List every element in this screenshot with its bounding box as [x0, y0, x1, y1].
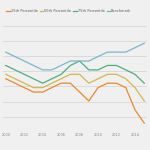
25th Percentile: [42, 91, 44, 93]
Line: 75th Percentile: 75th Percentile: [6, 61, 144, 83]
25th Percentile: [60, 82, 62, 84]
50th Percentile: [134, 87, 136, 88]
25th Percentile: [79, 91, 81, 93]
25th Percentile: [106, 82, 108, 84]
Benchmark: [14, 56, 16, 57]
75th Percentile: [97, 69, 99, 71]
Benchmark: [79, 60, 81, 62]
25th Percentile: [23, 87, 25, 88]
Benchmark: [42, 69, 44, 71]
25th Percentile: [14, 82, 16, 84]
25th Percentile: [134, 109, 136, 111]
75th Percentile: [60, 73, 62, 75]
Benchmark: [134, 47, 136, 49]
50th Percentile: [69, 73, 71, 75]
25th Percentile: [143, 122, 145, 124]
25th Percentile: [51, 87, 53, 88]
Benchmark: [51, 69, 53, 71]
Benchmark: [5, 51, 7, 53]
75th Percentile: [143, 82, 145, 84]
Line: 25th Percentile: 25th Percentile: [6, 79, 144, 123]
25th Percentile: [33, 91, 34, 93]
50th Percentile: [79, 73, 81, 75]
50th Percentile: [97, 78, 99, 80]
50th Percentile: [125, 78, 127, 80]
Benchmark: [143, 42, 145, 44]
50th Percentile: [42, 87, 44, 88]
25th Percentile: [69, 82, 71, 84]
50th Percentile: [60, 78, 62, 80]
Benchmark: [60, 64, 62, 66]
50th Percentile: [5, 73, 7, 75]
25th Percentile: [97, 87, 99, 88]
75th Percentile: [42, 82, 44, 84]
Benchmark: [33, 64, 34, 66]
50th Percentile: [51, 82, 53, 84]
25th Percentile: [116, 82, 117, 84]
Benchmark: [97, 56, 99, 57]
75th Percentile: [88, 69, 90, 71]
75th Percentile: [106, 64, 108, 66]
Benchmark: [125, 51, 127, 53]
25th Percentile: [125, 87, 127, 88]
50th Percentile: [33, 87, 34, 88]
75th Percentile: [33, 78, 34, 80]
50th Percentile: [14, 78, 16, 80]
Benchmark: [88, 60, 90, 62]
50th Percentile: [116, 73, 117, 75]
Benchmark: [69, 60, 71, 62]
75th Percentile: [5, 64, 7, 66]
Benchmark: [116, 51, 117, 53]
Line: Benchmark: Benchmark: [6, 43, 144, 70]
50th Percentile: [23, 82, 25, 84]
75th Percentile: [125, 69, 127, 71]
75th Percentile: [23, 73, 25, 75]
75th Percentile: [116, 64, 117, 66]
50th Percentile: [106, 73, 108, 75]
75th Percentile: [14, 69, 16, 71]
50th Percentile: [143, 100, 145, 102]
75th Percentile: [134, 73, 136, 75]
75th Percentile: [79, 60, 81, 62]
75th Percentile: [51, 78, 53, 80]
Benchmark: [23, 60, 25, 62]
Line: 50th Percentile: 50th Percentile: [6, 74, 144, 101]
Benchmark: [106, 51, 108, 53]
25th Percentile: [5, 78, 7, 80]
25th Percentile: [88, 100, 90, 102]
75th Percentile: [69, 64, 71, 66]
50th Percentile: [88, 82, 90, 84]
Legend: 25th Percentile, 50th Percentile, 75th Percentile, Benchmark: 25th Percentile, 50th Percentile, 75th P…: [5, 8, 133, 15]
